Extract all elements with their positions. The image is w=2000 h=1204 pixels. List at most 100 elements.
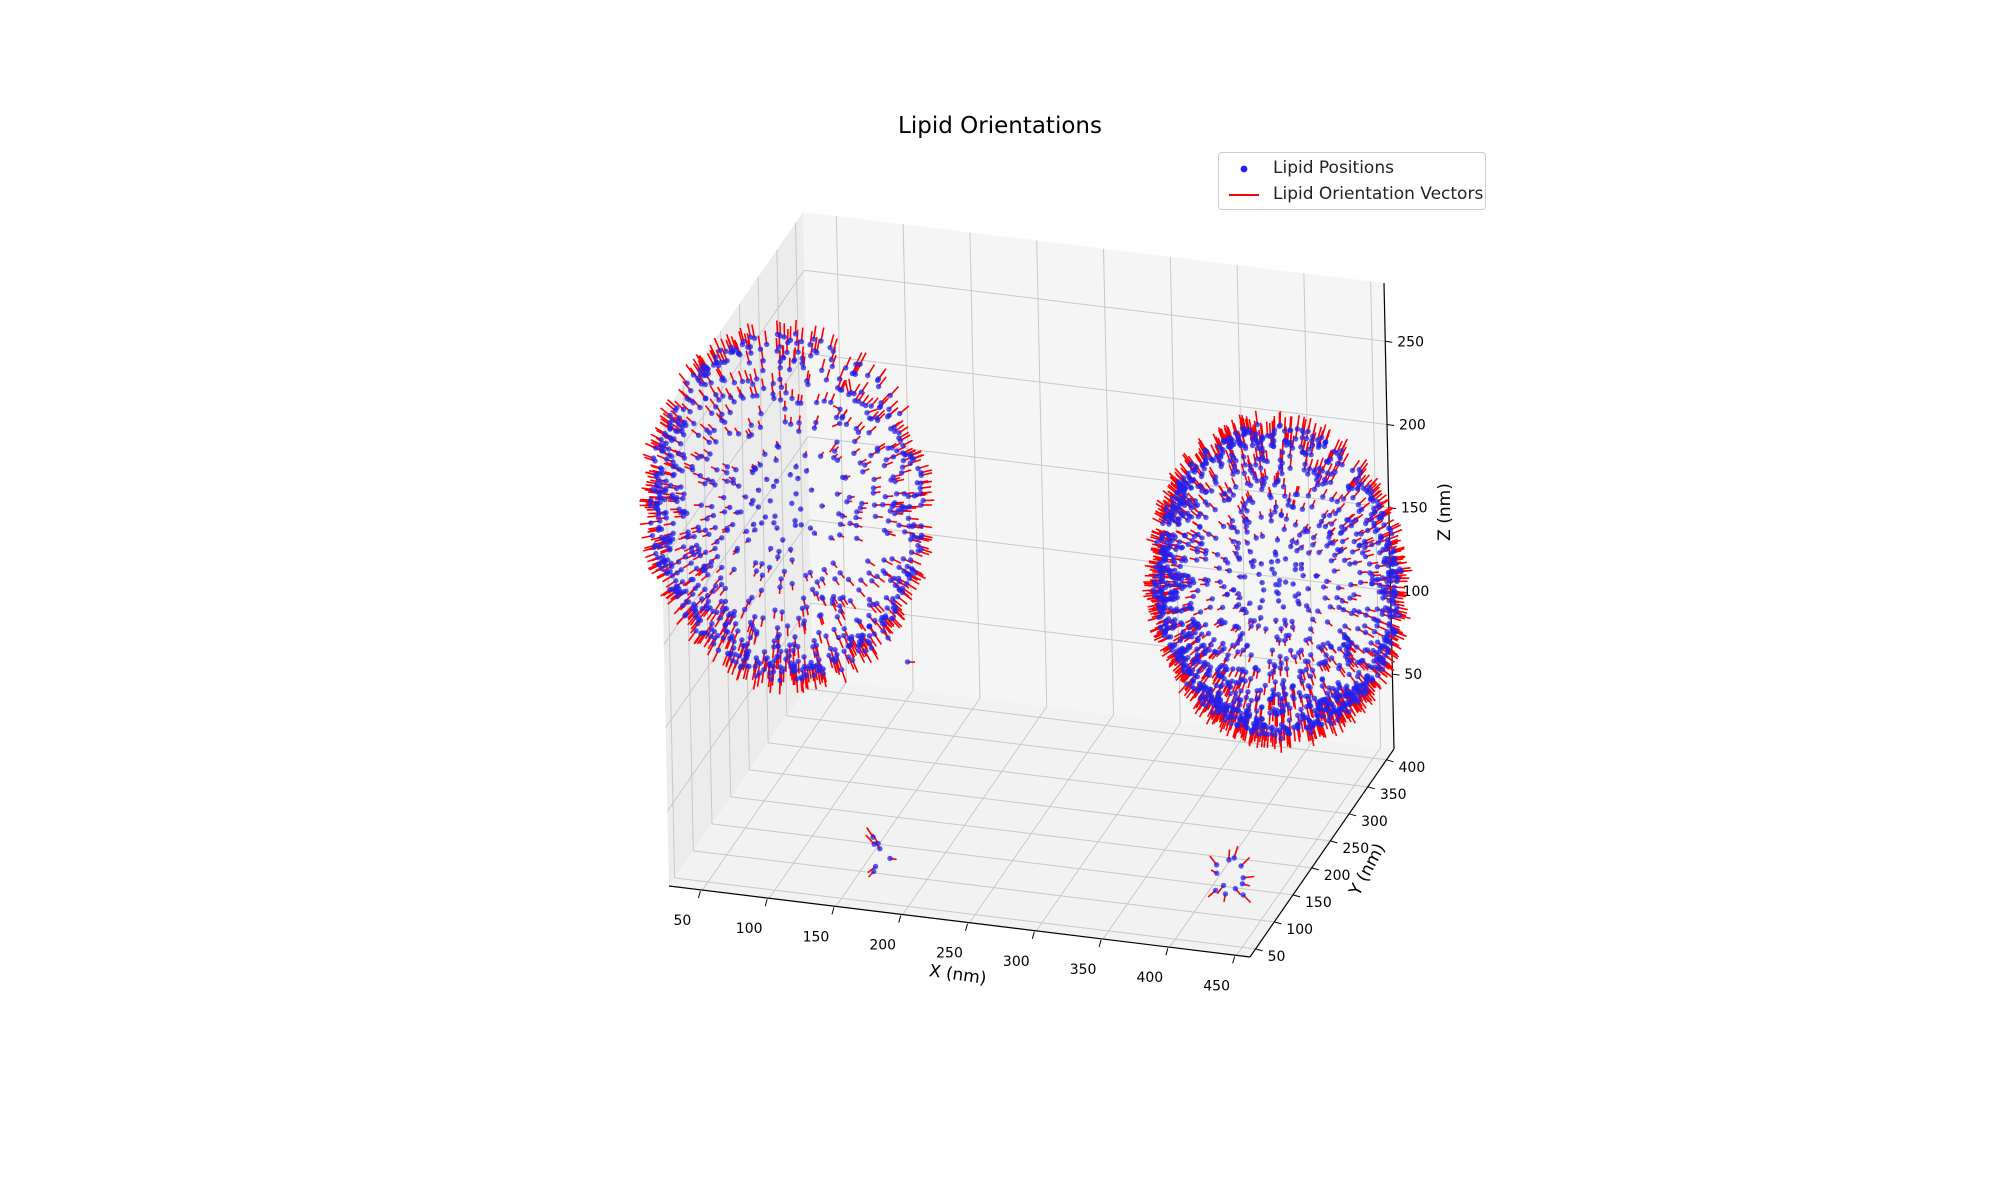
- lipid-point: [762, 649, 767, 654]
- lipid-point: [1179, 608, 1184, 613]
- lipid-point: [1344, 517, 1349, 522]
- lipid-point: [1243, 516, 1248, 521]
- lipid-point: [1236, 666, 1241, 671]
- lipid-point: [818, 612, 823, 617]
- lipid-point: [1342, 632, 1347, 637]
- lipid-point: [684, 511, 689, 516]
- lipid-point: [1369, 512, 1374, 517]
- lipid-point: [1222, 620, 1227, 625]
- lipid-point: [1201, 664, 1206, 669]
- lipid-point: [709, 504, 714, 509]
- lipid-point: [727, 505, 732, 510]
- lipid-point: [1387, 612, 1392, 617]
- lipid-point: [681, 589, 686, 594]
- lipid-point: [775, 554, 780, 559]
- lipid-point: [1314, 573, 1319, 578]
- lipid-point: [1340, 539, 1345, 544]
- lipid-point: [1256, 623, 1261, 628]
- lipid-point: [1272, 733, 1277, 738]
- lipid-point: [1166, 568, 1171, 573]
- lipid-point: [1275, 558, 1280, 563]
- lipid-point: [1296, 591, 1301, 596]
- lipid-point: [900, 450, 905, 455]
- lipid-point: [863, 403, 868, 408]
- lipid-point: [1171, 624, 1176, 629]
- lipid-point: [880, 628, 885, 633]
- lipid-point: [1335, 461, 1340, 466]
- lipid-point: [1172, 582, 1177, 587]
- lipid-point: [1209, 457, 1214, 462]
- lipid-point: [1283, 556, 1288, 561]
- lipid-point: [1394, 579, 1399, 584]
- lipid-point: [1185, 471, 1190, 476]
- lipid-point: [1270, 692, 1275, 697]
- lipid-point: [705, 593, 710, 598]
- lipid-point: [691, 552, 696, 557]
- lipid-point: [1290, 445, 1295, 450]
- lipid-point: [1176, 517, 1181, 522]
- lipid-point: [653, 488, 658, 493]
- lipid-point: [1379, 589, 1384, 594]
- lipid-point: [1269, 725, 1274, 730]
- lipid-point: [1230, 643, 1235, 648]
- lipid-point: [1291, 696, 1296, 701]
- lipid-point: [1306, 493, 1311, 498]
- lipid-point: [1192, 534, 1197, 539]
- lipid-point: [1267, 659, 1272, 664]
- lipid-point: [719, 535, 724, 540]
- lipid-point: [1361, 689, 1366, 694]
- lipid-point: [796, 429, 801, 434]
- lipid-point: [1293, 436, 1298, 441]
- lipid-point: [1316, 644, 1321, 649]
- lipid-point: [1376, 515, 1381, 520]
- lipid-point: [1231, 539, 1236, 544]
- x-tick: [1099, 940, 1101, 947]
- lipid-point: [904, 581, 909, 586]
- lipid-point: [799, 339, 804, 344]
- lipid-point: [1377, 656, 1382, 661]
- lipid-point: [1335, 680, 1340, 685]
- lipid-point: [711, 513, 716, 518]
- lipid-point: [663, 479, 668, 484]
- lipid-point: [781, 666, 786, 671]
- lipid-point: [902, 529, 907, 534]
- lipid-point: [1297, 532, 1302, 537]
- lipid-point: [1299, 428, 1304, 433]
- lipid-point: [1341, 496, 1346, 501]
- lipid-point: [1250, 470, 1255, 475]
- lipid-point: [1349, 519, 1354, 524]
- lipid-point: [1315, 437, 1320, 442]
- lipid-point: [1365, 528, 1370, 533]
- lipid-point: [703, 382, 708, 387]
- lipid-point: [1279, 661, 1284, 666]
- lipid-point: [856, 643, 861, 648]
- lipid-point: [1317, 443, 1322, 448]
- lipid-point: [1394, 605, 1399, 610]
- lipid-point: [889, 556, 894, 561]
- lipid-point: [1280, 682, 1285, 687]
- lipid-point: [758, 425, 763, 430]
- lipid-point: [1263, 626, 1268, 631]
- lipid-point: [1242, 471, 1247, 476]
- lipid-point: [684, 381, 689, 386]
- lipid-point: [778, 397, 783, 402]
- lipid-point: [877, 846, 882, 851]
- lipid-point: [1185, 655, 1190, 660]
- lipid-point: [875, 418, 880, 423]
- lipid-point: [1372, 629, 1377, 634]
- lipid-point: [1240, 892, 1245, 897]
- lipid-point: [1222, 717, 1227, 722]
- lipid-point: [869, 578, 874, 583]
- lipid-point: [1282, 638, 1287, 643]
- lipid-point: [1330, 686, 1335, 691]
- lipid-point: [659, 445, 664, 450]
- lipid-point: [1209, 642, 1214, 647]
- lipid-point: [750, 498, 755, 503]
- lipid-point: [880, 502, 885, 507]
- lipid-point: [1254, 697, 1259, 702]
- lipid-point: [840, 513, 845, 518]
- lipid-point: [1307, 446, 1312, 451]
- lipid-point: [1207, 668, 1212, 673]
- lipid-point: [811, 673, 816, 678]
- lipid-point: [792, 634, 797, 639]
